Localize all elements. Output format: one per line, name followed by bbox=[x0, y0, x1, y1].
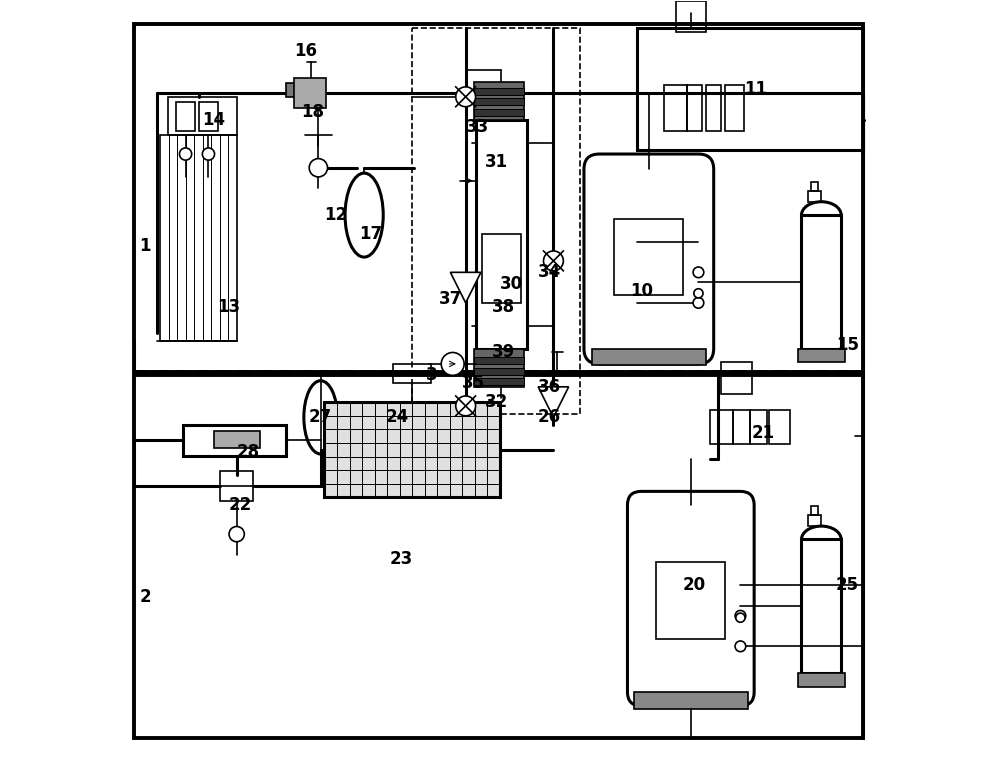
Text: 25: 25 bbox=[836, 576, 859, 594]
Bar bbox=[393, 364, 431, 383]
Text: 35: 35 bbox=[462, 374, 485, 392]
FancyBboxPatch shape bbox=[584, 154, 714, 364]
Text: 26: 26 bbox=[538, 408, 561, 427]
Ellipse shape bbox=[304, 381, 337, 454]
Bar bbox=[474, 368, 524, 375]
Text: 13: 13 bbox=[217, 298, 241, 316]
Bar bbox=[798, 673, 845, 687]
Text: 18: 18 bbox=[302, 103, 325, 121]
Bar bbox=[474, 357, 524, 364]
Text: 12: 12 bbox=[324, 206, 347, 224]
Bar bbox=[798, 349, 845, 362]
Bar bbox=[134, 375, 863, 738]
Bar bbox=[656, 562, 725, 639]
Bar bbox=[725, 85, 744, 131]
Bar bbox=[676, 2, 706, 32]
Bar bbox=[474, 81, 524, 119]
Bar bbox=[592, 349, 706, 365]
Circle shape bbox=[229, 526, 244, 542]
Text: 30: 30 bbox=[500, 275, 523, 293]
Text: 36: 36 bbox=[538, 378, 561, 396]
Bar bbox=[733, 410, 750, 444]
Text: 39: 39 bbox=[492, 343, 515, 362]
Text: 34: 34 bbox=[538, 264, 561, 281]
Text: 37: 37 bbox=[439, 290, 462, 308]
Bar bbox=[664, 85, 687, 131]
Bar bbox=[811, 182, 818, 191]
Text: 3: 3 bbox=[425, 366, 437, 385]
Bar bbox=[214, 431, 260, 448]
Bar bbox=[134, 25, 863, 372]
Bar bbox=[160, 135, 237, 341]
Text: 28: 28 bbox=[237, 443, 260, 460]
Circle shape bbox=[544, 251, 563, 271]
Ellipse shape bbox=[345, 173, 383, 257]
Bar bbox=[294, 77, 326, 108]
Polygon shape bbox=[538, 387, 569, 417]
Bar bbox=[750, 410, 767, 444]
Text: 21: 21 bbox=[752, 424, 775, 442]
Text: 17: 17 bbox=[359, 225, 382, 243]
Bar bbox=[710, 410, 733, 444]
Circle shape bbox=[179, 148, 192, 160]
FancyBboxPatch shape bbox=[627, 491, 754, 705]
Circle shape bbox=[693, 267, 704, 278]
Bar bbox=[801, 539, 841, 673]
Text: 23: 23 bbox=[389, 549, 412, 568]
Bar bbox=[199, 102, 218, 131]
Bar bbox=[176, 102, 195, 131]
Text: 38: 38 bbox=[492, 298, 515, 316]
Text: 33: 33 bbox=[465, 118, 489, 136]
Text: 11: 11 bbox=[744, 80, 767, 98]
Circle shape bbox=[735, 641, 746, 652]
Bar bbox=[687, 85, 702, 131]
Circle shape bbox=[735, 611, 746, 621]
Text: 32: 32 bbox=[485, 393, 508, 411]
Bar bbox=[474, 87, 524, 94]
Bar bbox=[220, 471, 253, 501]
Text: 1: 1 bbox=[139, 237, 151, 254]
Bar bbox=[721, 362, 752, 394]
Bar bbox=[706, 85, 721, 131]
Bar bbox=[183, 425, 286, 456]
Text: 14: 14 bbox=[202, 111, 225, 129]
Text: 2: 2 bbox=[139, 588, 151, 606]
Circle shape bbox=[693, 297, 704, 308]
Bar bbox=[634, 692, 748, 709]
Bar bbox=[811, 506, 818, 515]
Bar bbox=[482, 234, 521, 303]
Circle shape bbox=[456, 396, 476, 416]
Circle shape bbox=[309, 159, 328, 177]
Text: 16: 16 bbox=[294, 42, 317, 60]
Polygon shape bbox=[450, 273, 481, 303]
Bar bbox=[476, 119, 527, 349]
Text: 24: 24 bbox=[385, 408, 409, 427]
Text: 20: 20 bbox=[683, 576, 706, 594]
Circle shape bbox=[456, 87, 476, 106]
Bar bbox=[286, 83, 323, 97]
Text: 31: 31 bbox=[485, 152, 508, 171]
Text: 15: 15 bbox=[836, 336, 859, 354]
Text: 27: 27 bbox=[309, 408, 332, 427]
Bar bbox=[474, 378, 524, 385]
Bar bbox=[801, 215, 841, 349]
Bar bbox=[474, 98, 524, 105]
Bar bbox=[769, 410, 790, 444]
Bar bbox=[474, 109, 524, 116]
Bar bbox=[324, 402, 500, 497]
Bar bbox=[808, 191, 821, 202]
Bar bbox=[637, 28, 863, 150]
Bar bbox=[168, 97, 237, 135]
Circle shape bbox=[736, 613, 745, 622]
Circle shape bbox=[694, 289, 703, 298]
Text: 10: 10 bbox=[630, 283, 653, 300]
Bar bbox=[474, 349, 524, 387]
Bar bbox=[614, 219, 683, 295]
Bar bbox=[808, 515, 821, 526]
Circle shape bbox=[202, 148, 215, 160]
Text: 22: 22 bbox=[229, 496, 252, 514]
Circle shape bbox=[441, 352, 464, 375]
